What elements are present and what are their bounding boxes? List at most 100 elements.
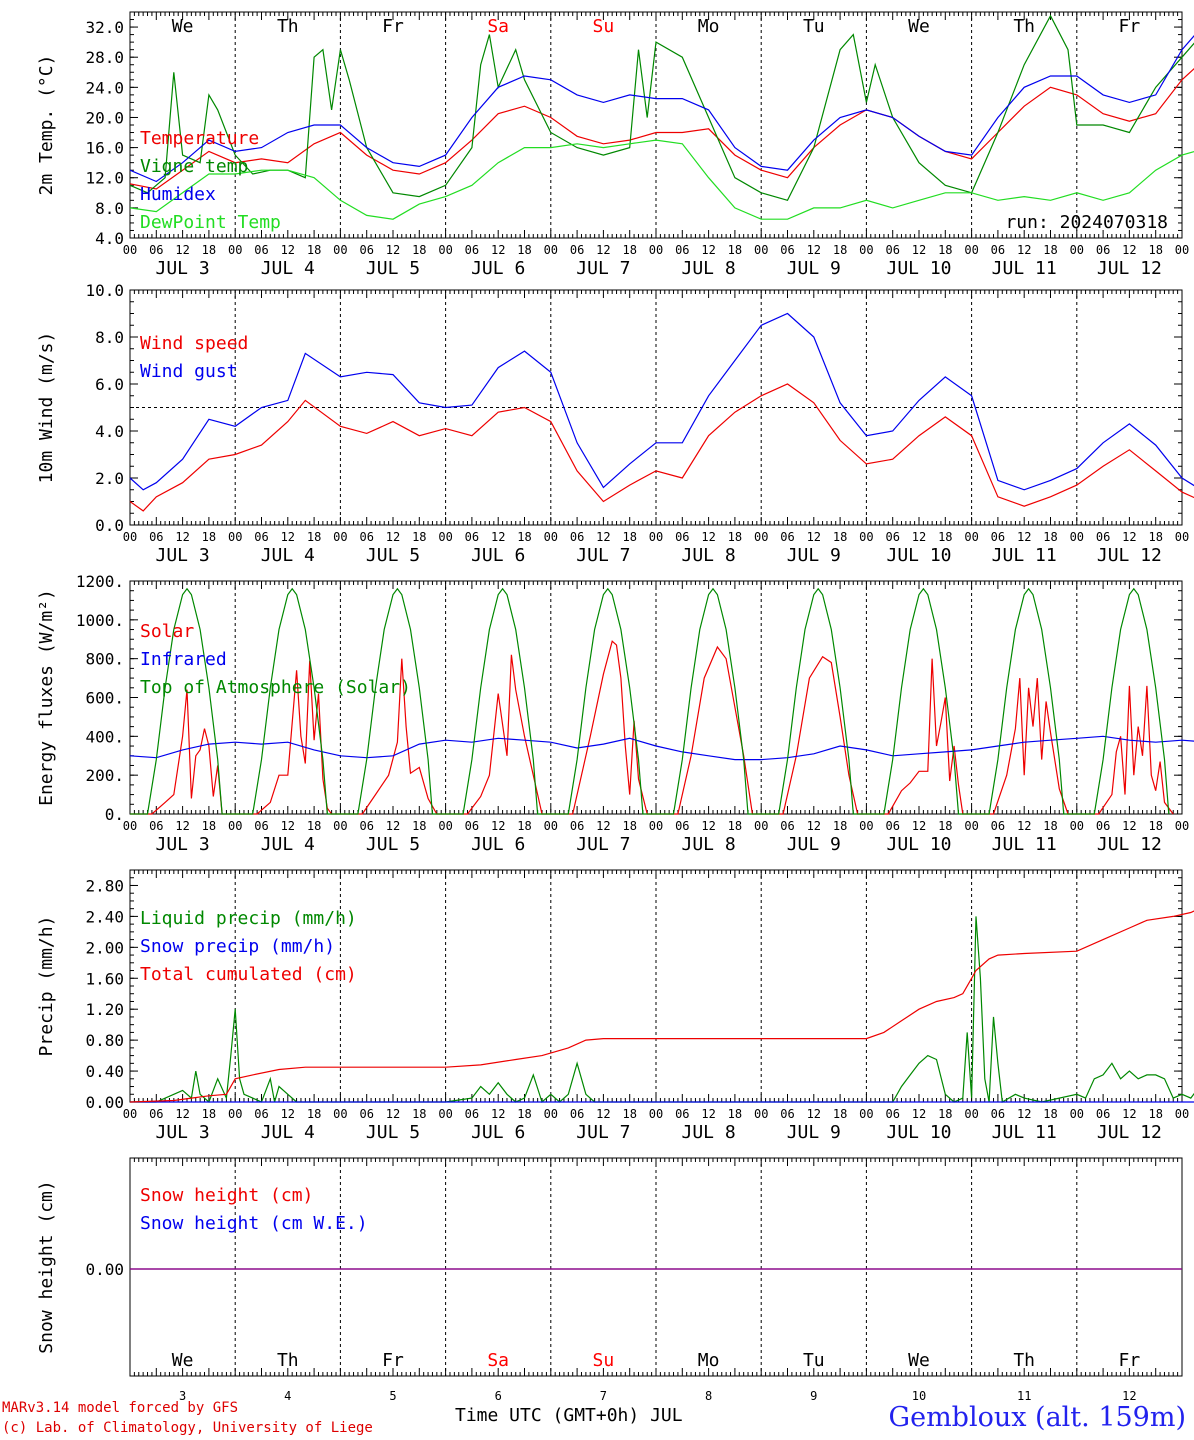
credit-line-1: MARv3.14 model forced by GFS — [2, 1400, 239, 1416]
series-line-temperature — [129, 67, 1194, 190]
day-number-label: 12 — [1122, 1389, 1136, 1403]
hour-tick-label: 00 — [123, 243, 137, 257]
y-tick-label: 32.0 — [85, 18, 124, 37]
weekday-label: Th — [277, 1350, 299, 1371]
date-label: JUL 5 — [366, 545, 420, 566]
weekday-label: We — [908, 1350, 930, 1371]
hour-tick-label: 00 — [1070, 819, 1084, 833]
hour-tick-label: 06 — [1096, 243, 1110, 257]
hour-tick-label: 00 — [754, 530, 768, 544]
panel-5: 0.00 Snow height (cm) Snow height (cm) Snow… — [36, 1157, 1183, 1403]
hour-tick-label: 00 — [1175, 243, 1189, 257]
hour-tick-label: 06 — [465, 243, 479, 257]
hour-tick-label: 18 — [412, 1107, 426, 1121]
hour-tick-label: 06 — [465, 530, 479, 544]
hour-tick-label: 06 — [885, 1107, 899, 1121]
weekday-label: Mo — [698, 16, 720, 37]
hour-tick-label: 00 — [228, 819, 242, 833]
legend-entry: Top of Atmosphere (Solar) — [140, 677, 411, 698]
legend-entry: Wind speed — [140, 333, 248, 354]
date-label: JUL 6 — [471, 258, 525, 279]
hour-tick-label: 18 — [307, 530, 321, 544]
credit-line-2: (c) Lab. of Climatology, University of L… — [2, 1420, 373, 1436]
hour-tick-label: 18 — [1148, 1107, 1162, 1121]
y-tick-label: 2.00 — [85, 938, 124, 957]
hour-tick-label: 18 — [833, 819, 847, 833]
hour-tick-label: 12 — [281, 530, 295, 544]
date-label: JUL 3 — [156, 1122, 210, 1143]
hour-tick-label: 12 — [175, 819, 189, 833]
series-line-dewpoint-temp — [129, 139, 1194, 220]
weekday-label: We — [172, 16, 194, 37]
hour-tick-label: 06 — [465, 1107, 479, 1121]
series-line-liquid-precip-mm-h- — [130, 916, 1194, 1104]
hour-tick-label: 18 — [1043, 1107, 1057, 1121]
y-tick-label: 0.00 — [85, 1260, 124, 1279]
hour-tick-label: 06 — [359, 1107, 373, 1121]
panel-2: 0.0 2.0 4.0 6.0 8.0 10.0 10m Wind (m/s) Wind sp… — [36, 281, 1194, 566]
date-label: JUL 9 — [787, 834, 841, 855]
hour-tick-label: 18 — [517, 243, 531, 257]
hour-tick-label: 12 — [1122, 1107, 1136, 1121]
hour-tick-label: 06 — [570, 530, 584, 544]
weekday-label: Fr — [382, 16, 404, 37]
hour-tick-label: 18 — [622, 819, 636, 833]
y-tick-label: 28.0 — [85, 48, 124, 67]
y-tick-label: 24.0 — [85, 78, 124, 97]
hour-tick-label: 06 — [991, 1107, 1005, 1121]
hour-tick-label: 00 — [123, 1107, 137, 1121]
hour-tick-label: 12 — [701, 243, 715, 257]
date-label: JUL 6 — [471, 545, 525, 566]
date-label: JUL 10 — [886, 834, 951, 855]
weekday-label: Th — [1013, 1350, 1035, 1371]
hour-tick-label: 18 — [1043, 819, 1057, 833]
hour-tick-label: 18 — [307, 819, 321, 833]
date-label: JUL 4 — [261, 834, 315, 855]
hour-tick-label: 12 — [807, 819, 821, 833]
weekday-label: Th — [1013, 16, 1035, 37]
legend-entry: Snow height (cm) — [140, 1185, 313, 1206]
date-label: JUL 10 — [886, 1122, 951, 1143]
date-label: JUL 10 — [886, 258, 951, 279]
panel-3: 0. 200. 400. 600. 800. 1000. 1200. Energy fluxe… — [36, 572, 1194, 855]
date-label: JUL 5 — [366, 1122, 420, 1143]
series-line-humidex — [129, 35, 1194, 183]
date-label: JUL 7 — [576, 834, 630, 855]
date-label: JUL 11 — [992, 1122, 1057, 1143]
date-label: JUL 8 — [682, 1122, 736, 1143]
hour-tick-label: 06 — [885, 530, 899, 544]
site-label: Gembloux (alt. 159m) — [888, 1402, 1186, 1433]
hour-tick-label: 00 — [1070, 243, 1084, 257]
hour-tick-label: 18 — [833, 530, 847, 544]
hour-tick-label: 06 — [991, 530, 1005, 544]
hour-tick-label: 06 — [254, 243, 268, 257]
hour-tick-label: 12 — [807, 243, 821, 257]
hour-tick-label: 06 — [149, 243, 163, 257]
day-number-label: 8 — [705, 1389, 712, 1403]
y-tick-label: 0.80 — [85, 1031, 124, 1050]
hour-tick-label: 18 — [622, 1107, 636, 1121]
day-number-label: 3 — [179, 1389, 186, 1403]
hour-tick-label: 00 — [754, 243, 768, 257]
y-tick-label: 600. — [85, 689, 124, 708]
hour-tick-label: 12 — [912, 243, 926, 257]
hour-tick-label: 18 — [412, 243, 426, 257]
y-tick-label: 20.0 — [85, 108, 124, 127]
hour-tick-label: 18 — [728, 1107, 742, 1121]
weekday-label: Sa — [487, 16, 509, 37]
hour-tick-label: 06 — [570, 243, 584, 257]
hour-tick-label: 18 — [202, 1107, 216, 1121]
hour-tick-label: 06 — [885, 243, 899, 257]
hour-tick-label: 00 — [438, 243, 452, 257]
series-line-wind-gust — [129, 312, 1194, 491]
date-label: JUL 11 — [992, 545, 1057, 566]
hour-tick-label: 06 — [1096, 819, 1110, 833]
weekday-label: Tu — [803, 1350, 825, 1371]
hour-tick-label: 06 — [780, 243, 794, 257]
hour-tick-label: 18 — [517, 819, 531, 833]
hour-tick-label: 06 — [570, 1107, 584, 1121]
hour-tick-label: 18 — [938, 530, 952, 544]
panel-4: 0.00 0.40 0.80 1.20 1.60 2.00 2.40 2.80 Precip (… — [36, 869, 1194, 1143]
hour-tick-label: 00 — [1175, 819, 1189, 833]
